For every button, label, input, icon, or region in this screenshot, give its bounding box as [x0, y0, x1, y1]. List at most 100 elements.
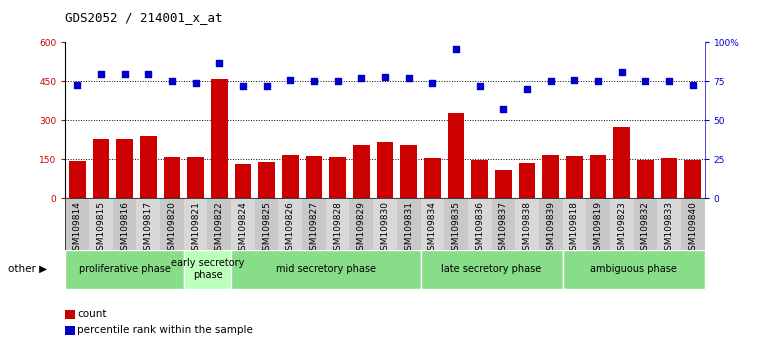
Text: GSM109823: GSM109823: [618, 201, 626, 256]
Bar: [377, 142, 393, 198]
Bar: [563, 250, 705, 289]
Bar: [306, 156, 323, 198]
Point: [284, 77, 296, 83]
Bar: [495, 170, 511, 198]
Text: percentile rank within the sample: percentile rank within the sample: [77, 325, 253, 335]
Bar: [420, 250, 563, 289]
Point: [166, 79, 178, 84]
Text: proliferative phase: proliferative phase: [79, 264, 171, 274]
Point: [237, 83, 249, 89]
Bar: [661, 158, 678, 198]
Bar: [231, 198, 255, 250]
Point: [379, 74, 391, 80]
Bar: [235, 165, 251, 198]
Text: GSM109818: GSM109818: [570, 201, 579, 256]
Point: [568, 77, 581, 83]
Bar: [350, 198, 373, 250]
Point: [355, 75, 367, 81]
Text: GSM109833: GSM109833: [665, 201, 674, 256]
Bar: [586, 198, 610, 250]
Text: GSM109837: GSM109837: [499, 201, 508, 256]
Bar: [211, 79, 228, 198]
Text: GSM109816: GSM109816: [120, 201, 129, 256]
Bar: [207, 198, 231, 250]
Bar: [444, 198, 468, 250]
Bar: [515, 198, 539, 250]
Bar: [259, 162, 275, 198]
Bar: [69, 161, 85, 198]
Text: GSM109839: GSM109839: [546, 201, 555, 256]
Bar: [65, 250, 184, 289]
Text: early secretory
phase: early secretory phase: [171, 258, 244, 280]
Bar: [136, 198, 160, 250]
Bar: [566, 156, 583, 198]
Text: ambiguous phase: ambiguous phase: [590, 264, 677, 274]
Text: GSM109817: GSM109817: [144, 201, 152, 256]
Bar: [302, 198, 326, 250]
Bar: [140, 136, 156, 198]
Text: count: count: [77, 309, 106, 319]
Point: [189, 80, 202, 86]
Text: GSM109834: GSM109834: [428, 201, 437, 256]
Point: [450, 46, 462, 52]
Text: GSM109835: GSM109835: [451, 201, 460, 256]
Point: [71, 82, 83, 87]
Text: GSM109821: GSM109821: [191, 201, 200, 256]
Text: GSM109830: GSM109830: [380, 201, 390, 256]
Text: GDS2052 / 214001_x_at: GDS2052 / 214001_x_at: [65, 11, 223, 24]
Bar: [563, 198, 586, 250]
Text: GSM109826: GSM109826: [286, 201, 295, 256]
Bar: [330, 157, 346, 198]
Text: GSM109828: GSM109828: [333, 201, 342, 256]
Bar: [634, 198, 658, 250]
Text: GSM109819: GSM109819: [594, 201, 603, 256]
Text: GSM109814: GSM109814: [73, 201, 82, 256]
Point: [663, 79, 675, 84]
Text: GSM109829: GSM109829: [357, 201, 366, 256]
Bar: [424, 158, 440, 198]
Bar: [610, 198, 634, 250]
Text: GSM109815: GSM109815: [96, 201, 105, 256]
Point: [403, 75, 415, 81]
Bar: [116, 139, 133, 198]
Text: GSM109824: GSM109824: [239, 201, 247, 256]
Point: [213, 60, 226, 65]
Text: GSM109822: GSM109822: [215, 201, 224, 256]
Text: GSM109820: GSM109820: [167, 201, 176, 256]
Text: GSM109825: GSM109825: [262, 201, 271, 256]
Bar: [590, 155, 606, 198]
Bar: [92, 138, 109, 198]
Bar: [637, 160, 654, 198]
Point: [639, 79, 651, 84]
Bar: [160, 198, 184, 250]
Bar: [65, 198, 89, 250]
Bar: [164, 157, 180, 198]
Bar: [447, 113, 464, 198]
Bar: [326, 198, 350, 250]
Point: [119, 71, 131, 76]
Bar: [491, 198, 515, 250]
Bar: [353, 145, 370, 198]
Text: GSM109831: GSM109831: [404, 201, 413, 256]
Bar: [279, 198, 302, 250]
Bar: [112, 198, 136, 250]
Bar: [658, 198, 681, 250]
Bar: [184, 250, 231, 289]
Bar: [231, 250, 420, 289]
Bar: [373, 198, 397, 250]
Text: mid secretory phase: mid secretory phase: [276, 264, 376, 274]
Text: GSM109832: GSM109832: [641, 201, 650, 256]
Bar: [539, 198, 563, 250]
Text: GSM109827: GSM109827: [310, 201, 319, 256]
Bar: [519, 163, 535, 198]
Text: GSM109836: GSM109836: [475, 201, 484, 256]
Bar: [420, 198, 444, 250]
Point: [544, 79, 557, 84]
Bar: [184, 198, 207, 250]
Bar: [397, 198, 420, 250]
Point: [615, 69, 628, 75]
Point: [308, 79, 320, 84]
Point: [497, 107, 510, 112]
Text: GSM109840: GSM109840: [688, 201, 697, 256]
Bar: [400, 145, 417, 198]
